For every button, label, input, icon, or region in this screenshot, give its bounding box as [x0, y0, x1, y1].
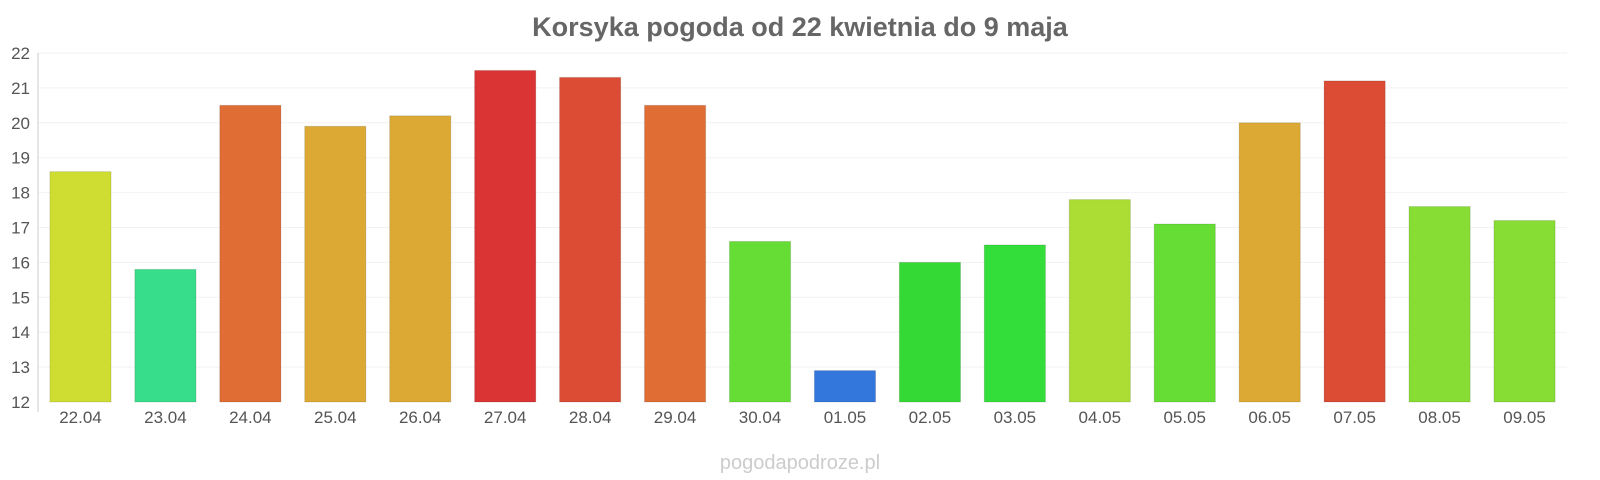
bar-01.05	[813, 370, 877, 403]
bar-06.05	[1238, 122, 1301, 403]
bar-28.04	[559, 76, 622, 403]
x-tick-label: 27.04	[484, 408, 527, 427]
x-tick-label: 23.04	[144, 408, 187, 427]
grid-lines	[38, 52, 1567, 368]
x-tick-label: 25.04	[314, 408, 357, 427]
bar-30.04	[728, 240, 792, 403]
watermark: pogodapodroze.pl	[720, 452, 880, 474]
y-tick-label: 14	[11, 323, 30, 342]
bar-29.04	[644, 104, 707, 403]
x-tick-label: 05.05	[1163, 408, 1206, 427]
y-tick-label: 17	[11, 219, 30, 238]
x-tick-label: 02.05	[909, 408, 952, 427]
y-tick-label: 12	[11, 393, 30, 412]
bar-08.05	[1408, 206, 1471, 403]
y-tick-label: 22	[11, 44, 30, 63]
bar-07.05	[1323, 80, 1386, 403]
bar-23.04	[134, 268, 197, 403]
chart-title: Korsyka pogoda od 22 kwietnia do 9 maja	[532, 12, 1069, 42]
bar-04.05	[1068, 199, 1131, 403]
x-tick-label: 09.05	[1503, 408, 1546, 427]
x-tick-label: 07.05	[1333, 408, 1376, 427]
bar-03.05	[983, 244, 1046, 403]
x-tick-label: 03.05	[994, 408, 1037, 427]
x-tick-label: 29.04	[654, 408, 697, 427]
x-tick-label: 28.04	[569, 408, 612, 427]
x-tick-label: 04.05	[1079, 408, 1122, 427]
y-tick-label: 18	[11, 184, 30, 203]
y-tick-label: 19	[11, 149, 30, 168]
x-tick-label: 24.04	[229, 408, 272, 427]
y-axis-ticks: 12 13 14 15 16 17 18 19 20 21 22	[11, 44, 30, 412]
y-tick-label: 21	[11, 79, 30, 98]
bar-09.05	[1493, 220, 1556, 403]
bar-27.04	[474, 69, 537, 403]
x-tick-label: 06.05	[1248, 408, 1291, 427]
x-axis-ticks: 22.04 23.04 24.04 25.04 26.04 27.04 28.04 29.04…	[59, 408, 1546, 427]
x-tick-label: 08.05	[1418, 408, 1461, 427]
y-tick-label: 16	[11, 253, 30, 272]
x-tick-label: 30.04	[739, 408, 782, 427]
x-tick-label: 26.04	[399, 408, 442, 427]
y-tick-label: 20	[11, 114, 30, 133]
bar-05.05	[1153, 223, 1216, 403]
bar-26.04	[389, 115, 452, 403]
bar-02.05	[898, 261, 961, 403]
bars	[49, 69, 1556, 403]
y-tick-label: 15	[11, 288, 30, 307]
bar-25.04	[304, 125, 367, 403]
x-tick-label: 22.04	[59, 408, 102, 427]
bar-22.04	[49, 171, 112, 403]
x-tick-label: 01.05	[824, 408, 867, 427]
bar-24.04	[219, 104, 282, 403]
y-tick-label: 13	[11, 358, 30, 377]
